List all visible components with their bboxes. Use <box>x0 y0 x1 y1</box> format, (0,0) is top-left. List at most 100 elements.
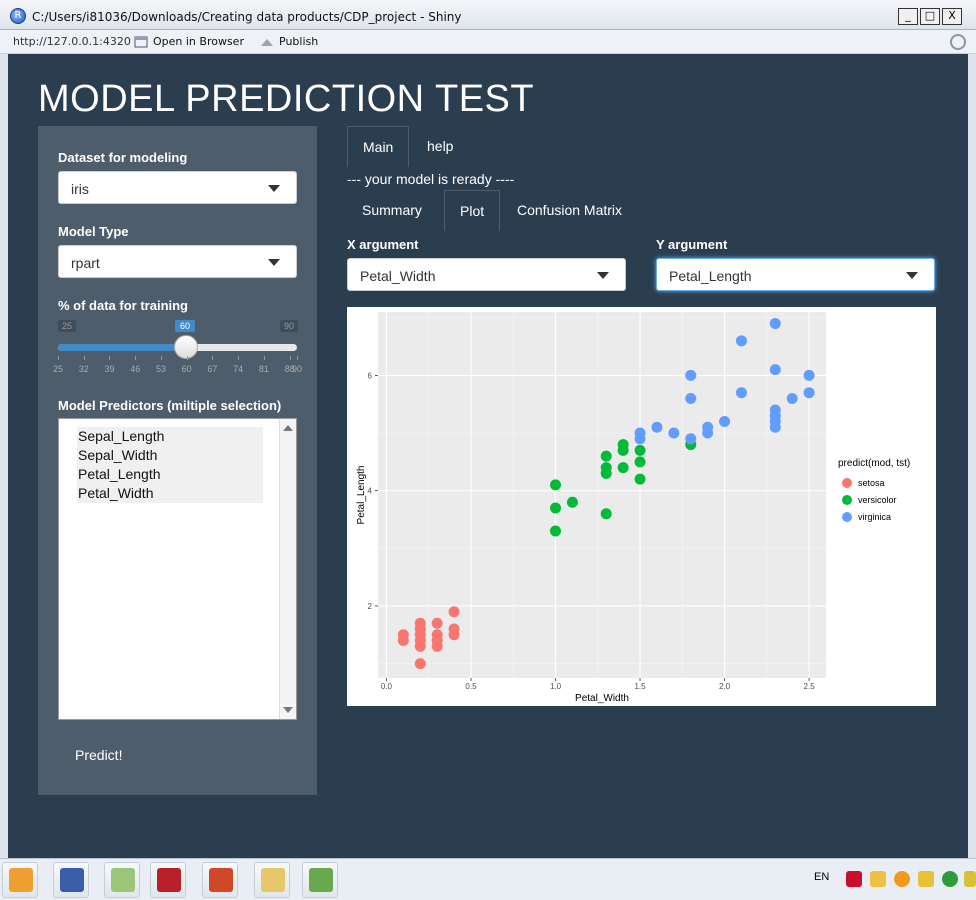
window-frame-left <box>0 54 8 858</box>
data-point-virginica <box>735 335 747 347</box>
scroll-down-icon[interactable] <box>283 707 293 713</box>
y-axis-title: Petal_Length <box>356 466 367 525</box>
slider-value-label: 60 <box>175 320 196 332</box>
open-in-browser-button[interactable]: Open in Browser <box>134 35 244 48</box>
data-point-setosa <box>431 629 443 641</box>
dataset-select[interactable]: iris <box>58 171 297 204</box>
data-point-setosa <box>448 606 460 618</box>
slider-max-label: 90 <box>280 320 299 332</box>
browser-icon <box>134 36 148 47</box>
chevron-down-icon <box>268 185 280 192</box>
x-tick-label: 2.0 <box>719 682 731 691</box>
predictor-option[interactable]: Petal_Length <box>78 466 161 482</box>
taskbar-file-explorer[interactable] <box>254 862 290 898</box>
data-point-versicolor <box>600 508 612 520</box>
tab-main[interactable]: Main <box>347 126 410 167</box>
x-argument-value: Petal_Width <box>360 268 436 284</box>
window-frame-right <box>968 54 976 858</box>
data-point-versicolor <box>550 502 562 514</box>
taskbar-outlook[interactable] <box>2 862 38 898</box>
scatter-plot-svg: 0.0 0.5 1.0 1.5 2.0 2.5 2 4 6 Petal_Width Petal_Le… <box>356 312 826 704</box>
folders-icon <box>111 868 135 892</box>
sync-icon[interactable] <box>942 871 958 887</box>
slider-tick <box>289 356 291 360</box>
data-point-setosa <box>414 658 426 670</box>
window-titlebar: R C:/Users/i81036/Downloads/Creating dat… <box>0 0 976 30</box>
scroll-up-icon[interactable] <box>283 425 293 431</box>
data-point-versicolor <box>617 462 629 474</box>
data-point-virginica <box>651 421 663 433</box>
slider-tick <box>186 356 188 360</box>
x-argument-select[interactable]: Petal_Width <box>347 258 626 291</box>
data-point-virginica <box>668 427 680 439</box>
minimize-button[interactable]: _ <box>898 8 918 25</box>
data-point-versicolor <box>550 525 562 537</box>
data-point-virginica <box>769 364 781 376</box>
maximize-button[interactable]: □ <box>920 8 940 25</box>
sidebar-panel: Dataset for modeling iris Model Type rpa… <box>38 126 317 795</box>
publish-button[interactable]: Publish <box>260 35 318 48</box>
slider-tick-label: 25 <box>52 364 64 374</box>
model-type-select[interactable]: rpart <box>58 245 297 278</box>
taskbar-folders[interactable] <box>104 862 140 898</box>
slider-tick <box>83 356 85 360</box>
data-point-versicolor <box>634 473 646 485</box>
predictors-listbox[interactable]: Sepal_Length Sepal_Width Petal_Length Pe… <box>58 418 297 720</box>
data-point-setosa <box>414 617 426 629</box>
data-point-versicolor <box>634 444 646 456</box>
notification-icon[interactable] <box>964 871 976 887</box>
slider-tick <box>58 356 59 360</box>
security-icon[interactable] <box>918 871 934 887</box>
page-title: MODEL PREDICTION TEST <box>38 78 535 120</box>
taskbar-acrobat[interactable] <box>150 862 186 898</box>
y-tick-label: 4 <box>368 487 373 496</box>
predictor-option[interactable]: Sepal_Length <box>78 428 165 444</box>
language-indicator[interactable]: EN <box>814 871 830 883</box>
x-tick-label: 0.5 <box>465 682 477 691</box>
windows-taskbar: EN <box>0 858 976 900</box>
predict-button[interactable]: Predict! <box>75 747 123 763</box>
data-point-virginica <box>685 433 697 445</box>
data-point-virginica <box>786 392 798 404</box>
slider-handle[interactable] <box>174 335 198 359</box>
close-button[interactable]: X <box>942 8 962 25</box>
taskbar-remote-desktop[interactable] <box>53 862 89 898</box>
slider-tick-label: 81 <box>258 364 269 374</box>
mail-icon[interactable] <box>870 871 886 887</box>
y-argument-select[interactable]: Petal_Length <box>656 258 935 291</box>
slider-min-label: 25 <box>58 320 77 332</box>
subtab-plot[interactable]: Plot <box>444 190 501 231</box>
refresh-icon[interactable] <box>950 34 966 50</box>
slider-tick-label: 67 <box>207 364 218 374</box>
predictors-options: Sepal_Length Sepal_Width Petal_Length Pe… <box>77 427 263 503</box>
legend-dot <box>842 512 852 522</box>
legend-label: setosa <box>858 478 885 488</box>
predictor-option[interactable]: Petal_Width <box>78 485 154 501</box>
legend-dot <box>842 495 852 505</box>
predictor-option[interactable]: Sepal_Width <box>78 447 158 463</box>
open-in-browser-label: Open in Browser <box>153 35 244 48</box>
y-tick-label: 2 <box>368 602 373 611</box>
slider-tick <box>160 356 162 360</box>
scatter-plot: 0.0 0.5 1.0 1.5 2.0 2.5 2 4 6 Petal_Width Petal_Le… <box>347 307 936 706</box>
tab-help[interactable]: help <box>427 138 454 154</box>
subtab-confusion-matrix[interactable]: Confusion Matrix <box>517 202 623 218</box>
dataset-label: Dataset for modeling <box>58 150 188 165</box>
update-icon[interactable] <box>894 871 910 887</box>
listbox-scrollbar[interactable] <box>279 419 296 719</box>
taskbar-rstudio[interactable] <box>302 862 338 898</box>
file-explorer-icon <box>261 868 285 892</box>
chevron-down-icon <box>597 272 609 279</box>
taskbar-powerpoint[interactable] <box>202 862 238 898</box>
acrobat-icon <box>157 868 181 892</box>
y-argument-label: Y argument <box>656 237 728 252</box>
legend-title: predict(mod, tst) <box>838 458 911 469</box>
data-point-versicolor <box>634 456 646 468</box>
mcafee-icon[interactable] <box>846 871 862 887</box>
data-point-virginica <box>803 387 815 399</box>
rstudio-icon <box>309 868 333 892</box>
data-point-virginica <box>769 404 781 416</box>
subtab-summary[interactable]: Summary <box>362 202 422 218</box>
y-argument-value: Petal_Length <box>669 268 752 284</box>
chevron-down-icon <box>268 259 280 266</box>
